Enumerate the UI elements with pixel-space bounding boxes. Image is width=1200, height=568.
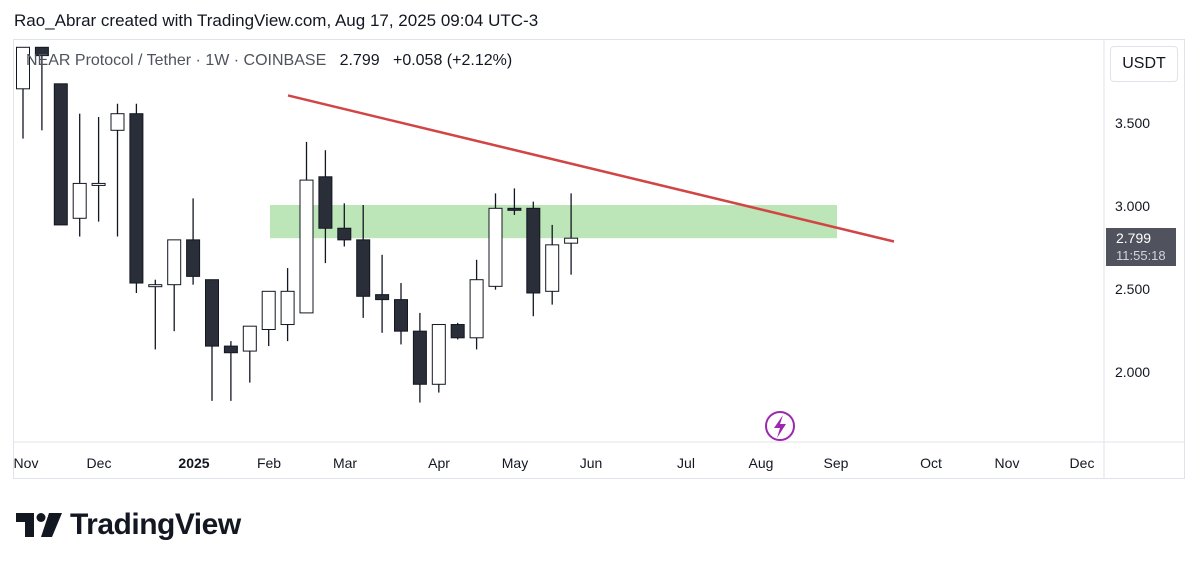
candle[interactable]: [280, 268, 295, 342]
candle[interactable]: [34, 46, 49, 131]
time-tick-label: Jul: [677, 455, 695, 471]
candle-body: [412, 330, 427, 385]
time-tick-label: Nov: [994, 455, 1020, 471]
time-tick-label: Oct: [920, 455, 942, 471]
candle-body: [242, 325, 257, 352]
candle[interactable]: [186, 198, 201, 285]
last-price-tag: 2.799 11:55:18: [1106, 228, 1176, 266]
candle-body: [431, 324, 446, 385]
candle[interactable]: [318, 150, 333, 264]
candle[interactable]: [299, 141, 314, 314]
bar-countdown: 11:55:18: [1116, 248, 1166, 263]
time-tick-label: Mar: [332, 455, 358, 471]
time-tick-label: 2025: [178, 455, 210, 471]
price-tick-label: 3.500: [1115, 115, 1151, 131]
last-price-tag-value: 2.799: [1116, 230, 1152, 246]
candle-body: [53, 83, 68, 226]
candle[interactable]: [564, 193, 579, 275]
candle-body: [356, 239, 371, 297]
time-tick-label: Dec: [1069, 455, 1095, 471]
candle-body: [394, 299, 408, 332]
tradingview-logo-icon: [16, 513, 62, 537]
lightning-icon[interactable]: [765, 411, 795, 441]
candle-body: [110, 113, 125, 131]
candle-body: [545, 244, 560, 292]
price-change: +0.058 (+2.12%): [392, 52, 513, 69]
candle[interactable]: [72, 113, 87, 237]
candle-body: [375, 294, 390, 301]
candle[interactable]: [450, 322, 465, 340]
chart-frame[interactable]: [13, 39, 1185, 479]
chart-attribution: Rao_Abrar created with TradingView.com, …: [14, 11, 539, 30]
candle-body: [16, 46, 30, 90]
time-tick-label: Sep: [823, 455, 849, 471]
candle[interactable]: [431, 324, 446, 393]
candle[interactable]: [129, 103, 144, 293]
candle[interactable]: [507, 188, 522, 215]
price-tick-label: 3.000: [1115, 198, 1151, 214]
candle-body: [526, 207, 541, 294]
candle-body: [186, 239, 201, 277]
candle-body: [488, 207, 503, 287]
candle-body: [564, 237, 579, 244]
time-tick-label: Feb: [256, 455, 282, 471]
time-tick-label: Nov: [13, 455, 39, 471]
candle-body: [223, 345, 238, 354]
candle[interactable]: [16, 46, 30, 139]
tradingview-logo: TradingView: [16, 508, 241, 542]
candle-body: [72, 182, 87, 219]
last-price: 2.799: [339, 52, 380, 69]
candle[interactable]: [526, 201, 541, 317]
candle[interactable]: [375, 254, 390, 333]
candle[interactable]: [91, 117, 106, 222]
candle-body: [129, 113, 144, 284]
candle[interactable]: [223, 341, 238, 401]
time-tick-label: Dec: [86, 455, 112, 471]
candle[interactable]: [148, 279, 163, 350]
candle[interactable]: [205, 279, 219, 401]
candle[interactable]: [337, 203, 352, 247]
candle-body: [280, 290, 295, 326]
candle[interactable]: [488, 193, 503, 290]
candle-body: [337, 227, 352, 241]
candle-body: [450, 324, 465, 339]
candle-body: [34, 46, 49, 57]
time-tick-label: Apr: [428, 455, 450, 471]
candle[interactable]: [356, 205, 371, 318]
candle[interactable]: [394, 283, 408, 345]
symbol-name[interactable]: NEAR Protocol / Tether · 1W · COINBASE: [26, 52, 327, 69]
candle[interactable]: [242, 325, 257, 383]
candle-body: [167, 239, 182, 286]
time-tick-label: Aug: [748, 455, 774, 471]
candle[interactable]: [545, 224, 560, 305]
candle-body: [299, 179, 314, 314]
candle-body: [261, 290, 276, 331]
candle-body: [205, 279, 219, 347]
price-tick-label: 2.000: [1115, 364, 1151, 380]
support-zone[interactable]: [270, 205, 837, 239]
tradingview-wordmark: TradingView: [70, 508, 241, 541]
candle-body: [507, 207, 522, 211]
resistance-trendline[interactable]: [287, 94, 895, 243]
candle[interactable]: [110, 103, 125, 237]
candle[interactable]: [53, 83, 68, 226]
currency-unit-button[interactable]: USDT: [1110, 46, 1178, 82]
candle-body: [148, 284, 163, 288]
candle-body: [91, 182, 106, 186]
symbol-legend: NEAR Protocol / Tether · 1W · COINBASE 2…: [26, 52, 512, 70]
candle[interactable]: [469, 259, 484, 350]
candle-body: [469, 279, 484, 339]
time-tick-label: May: [501, 455, 529, 471]
candle[interactable]: [167, 239, 182, 332]
time-tick-label: Jun: [579, 455, 603, 471]
price-tick-label: 2.500: [1115, 281, 1151, 297]
candle[interactable]: [261, 290, 276, 347]
candle-body: [318, 176, 333, 229]
candle[interactable]: [412, 312, 427, 403]
